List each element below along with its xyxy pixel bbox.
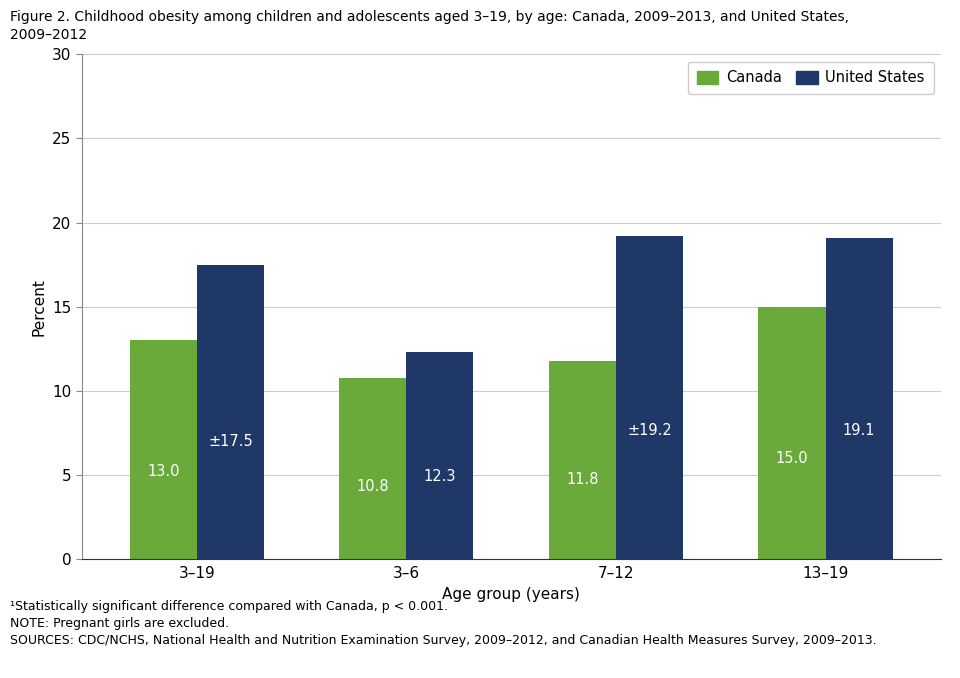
Text: 19.1: 19.1 [843, 423, 876, 438]
Bar [406, 353, 473, 559]
Text: 15.0: 15.0 [776, 451, 808, 466]
Text: NOTE: Pregnant girls are excluded.: NOTE: Pregnant girls are excluded. [10, 617, 228, 630]
Bar [758, 306, 826, 559]
Text: SOURCES: CDC/NCHS, National Health and Nutrition Examination Survey, 2009–2012, : SOURCES: CDC/NCHS, National Health and N… [10, 634, 876, 647]
Bar [340, 378, 406, 559]
Text: 2009–2012: 2009–2012 [10, 28, 86, 43]
Text: 12.3: 12.3 [423, 469, 456, 484]
Text: 10.8: 10.8 [356, 479, 389, 494]
Bar [197, 264, 264, 559]
Text: 11.8: 11.8 [566, 473, 599, 487]
Text: ±19.2: ±19.2 [627, 422, 672, 437]
Text: 13.0: 13.0 [147, 464, 180, 479]
Bar [130, 340, 197, 559]
Legend: Canada, United States: Canada, United States [688, 62, 933, 94]
Text: Figure 2. Childhood obesity among children and adolescents aged 3–19, by age: Ca: Figure 2. Childhood obesity among childr… [10, 10, 849, 24]
Bar [826, 238, 893, 559]
X-axis label: Age group (years): Age group (years) [443, 587, 580, 602]
Bar [549, 361, 616, 559]
Y-axis label: Percent: Percent [32, 278, 46, 336]
Text: ±17.5: ±17.5 [208, 434, 252, 449]
Text: ¹Statistically significant difference compared with Canada, p < 0.001.: ¹Statistically significant difference co… [10, 600, 447, 613]
Bar [616, 236, 683, 559]
